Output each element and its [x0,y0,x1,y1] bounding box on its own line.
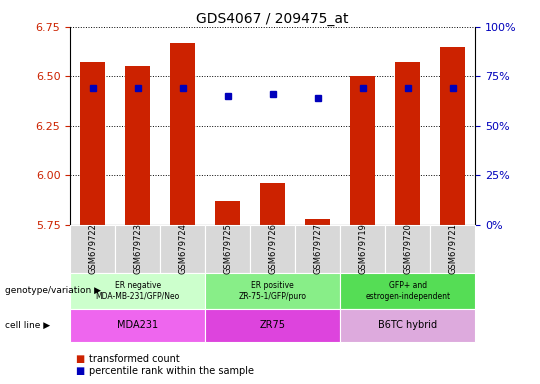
Bar [440,46,465,225]
Bar [80,63,105,225]
Text: cell line ▶: cell line ▶ [5,321,51,330]
Text: B6TC hybrid: B6TC hybrid [378,320,437,331]
Text: ZR75: ZR75 [260,320,286,331]
Text: GSM679721: GSM679721 [448,223,457,274]
Text: GSM679719: GSM679719 [358,223,367,274]
Bar [350,76,375,225]
Text: GSM679727: GSM679727 [313,223,322,274]
Text: percentile rank within the sample: percentile rank within the sample [89,366,254,376]
Text: ■: ■ [76,366,85,376]
Bar [305,219,330,225]
Text: GSM679723: GSM679723 [133,223,142,274]
Bar [395,63,420,225]
Title: GDS4067 / 209475_at: GDS4067 / 209475_at [197,12,349,26]
Text: genotype/variation ▶: genotype/variation ▶ [5,286,102,295]
Text: ■: ■ [76,354,85,364]
Text: ER negative
MDA-MB-231/GFP/Neo: ER negative MDA-MB-231/GFP/Neo [96,281,180,301]
Bar [260,183,285,225]
Text: MDA231: MDA231 [117,320,158,331]
Bar [170,43,195,225]
Text: GSM679722: GSM679722 [88,223,97,274]
Text: GSM679724: GSM679724 [178,223,187,274]
Text: GFP+ and
estrogen-independent: GFP+ and estrogen-independent [365,281,450,301]
Text: ER positive
ZR-75-1/GFP/puro: ER positive ZR-75-1/GFP/puro [239,281,307,301]
Text: GSM679725: GSM679725 [223,223,232,274]
Bar [125,66,150,225]
Text: transformed count: transformed count [89,354,180,364]
Bar [215,201,240,225]
Text: GSM679726: GSM679726 [268,223,277,274]
Text: GSM679720: GSM679720 [403,223,412,274]
